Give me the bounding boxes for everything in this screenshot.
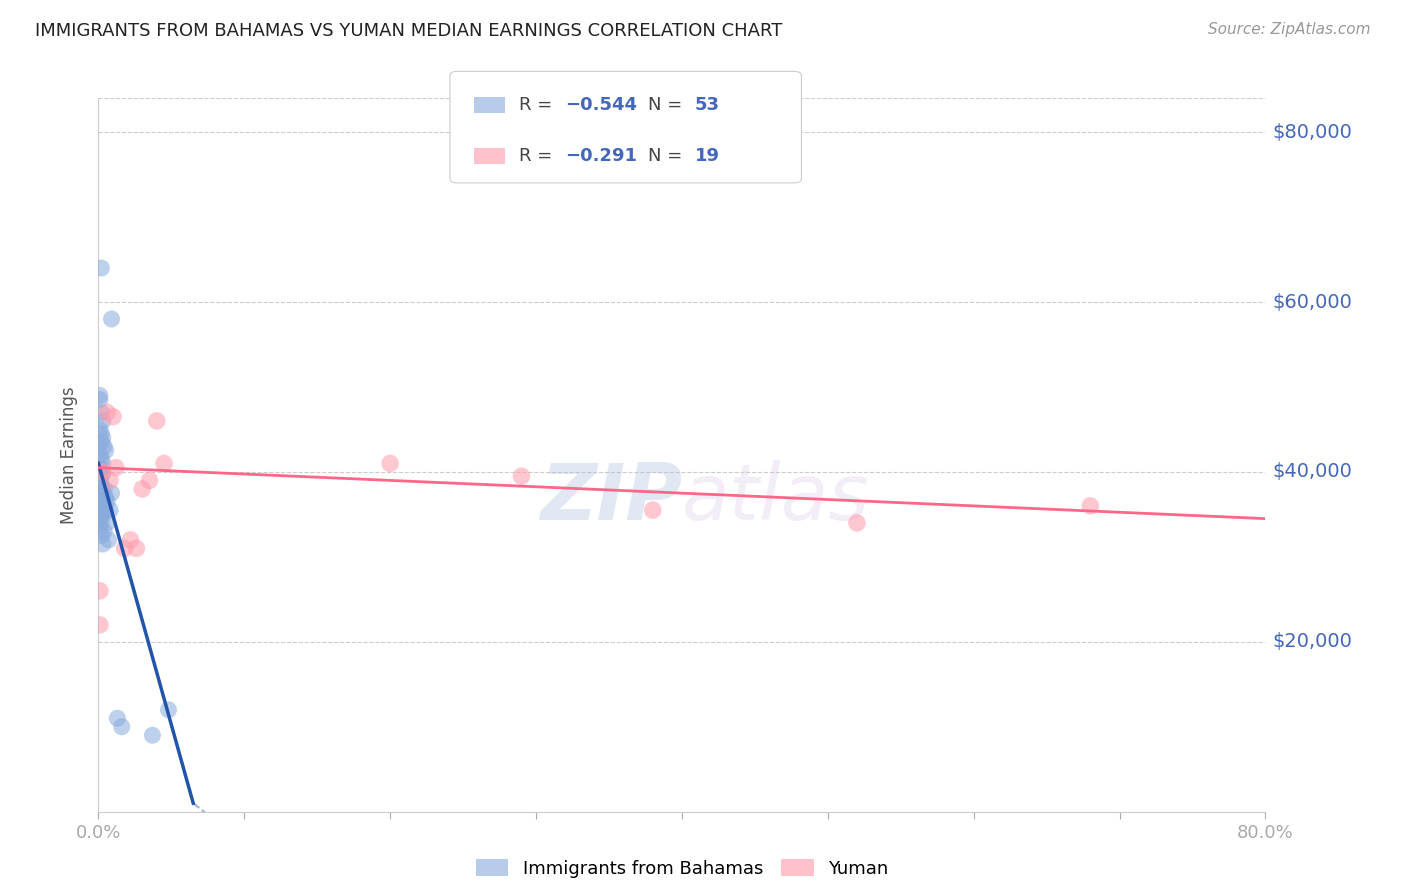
Point [91, 537, 114, 551]
Point [96, 516, 118, 530]
Point [138, 474, 160, 488]
Point [91, 457, 114, 471]
Point [845, 516, 868, 530]
Point [90, 452, 112, 467]
Text: $20,000: $20,000 [1272, 632, 1353, 651]
Point [91, 431, 114, 445]
Point [131, 482, 153, 496]
Point [90, 528, 112, 542]
Point [91, 499, 114, 513]
Point [91, 465, 114, 479]
Point [90, 482, 112, 496]
Point [105, 711, 128, 725]
Point [90, 435, 112, 450]
Text: $80,000: $80,000 [1272, 122, 1353, 142]
Legend: Immigrants from Bahamas, Yuman: Immigrants from Bahamas, Yuman [468, 852, 896, 885]
Point [100, 312, 122, 326]
Point [89, 489, 111, 503]
Text: Source: ZipAtlas.com: Source: ZipAtlas.com [1208, 22, 1371, 37]
Point [90, 469, 112, 483]
Point [90, 494, 112, 508]
Point [94, 443, 117, 458]
Point [101, 409, 124, 424]
Point [1080, 499, 1102, 513]
Point [89, 583, 111, 598]
Point [157, 703, 180, 717]
Point [111, 720, 134, 734]
Point [89, 460, 111, 475]
Point [91, 499, 114, 513]
Point [90, 405, 112, 419]
Text: N =: N = [648, 147, 688, 165]
Point [90, 260, 112, 275]
Point [91, 467, 114, 481]
Text: −0.291: −0.291 [565, 147, 637, 165]
Point [114, 541, 136, 556]
Point [90, 516, 112, 530]
Point [89, 477, 111, 491]
Text: $40,000: $40,000 [1272, 462, 1353, 482]
Point [146, 414, 169, 428]
Point [104, 460, 127, 475]
Point [153, 457, 176, 471]
Point [641, 503, 664, 517]
Point [100, 486, 122, 500]
Point [89, 388, 111, 402]
Point [89, 617, 111, 632]
Text: atlas: atlas [682, 459, 870, 536]
Text: −0.544: −0.544 [565, 95, 637, 113]
Point [91, 414, 114, 428]
Point [125, 541, 148, 556]
Point [91, 508, 114, 522]
Point [89, 508, 111, 522]
Point [89, 422, 111, 436]
Point [510, 469, 533, 483]
Point [378, 457, 402, 471]
Point [93, 482, 115, 496]
Point [89, 448, 111, 462]
Y-axis label: Median Earnings: Median Earnings [59, 386, 77, 524]
Point [90, 508, 112, 522]
Point [94, 503, 117, 517]
Point [89, 511, 111, 525]
Point [98, 474, 121, 488]
Point [89, 474, 111, 488]
Point [91, 486, 114, 500]
Text: $60,000: $60,000 [1272, 293, 1353, 311]
Text: 19: 19 [695, 147, 720, 165]
Point [94, 491, 117, 505]
Point [90, 486, 112, 500]
Point [98, 503, 121, 517]
Point [89, 503, 111, 517]
Text: R =: R = [519, 147, 558, 165]
Point [93, 439, 115, 453]
Point [91, 494, 114, 508]
Point [89, 392, 111, 407]
Text: ZIP: ZIP [540, 459, 682, 536]
Text: N =: N = [648, 95, 688, 113]
Point [93, 524, 115, 539]
Point [91, 492, 114, 507]
Text: R =: R = [519, 95, 558, 113]
Point [97, 533, 120, 547]
Point [96, 405, 118, 419]
Point [96, 494, 118, 508]
Point [141, 728, 163, 742]
Text: 53: 53 [695, 95, 720, 113]
Point [90, 426, 112, 441]
Point [90, 463, 112, 477]
Point [90, 477, 112, 491]
Point [120, 533, 142, 547]
Text: IMMIGRANTS FROM BAHAMAS VS YUMAN MEDIAN EARNINGS CORRELATION CHART: IMMIGRANTS FROM BAHAMAS VS YUMAN MEDIAN … [35, 22, 783, 40]
Point [89, 520, 111, 534]
